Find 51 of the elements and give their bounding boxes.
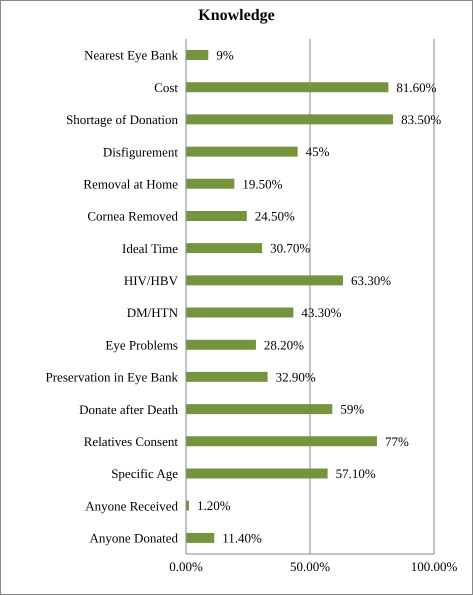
data-label: 57.10% — [336, 466, 376, 482]
bar — [186, 275, 343, 286]
y-tick-label: Donate after Death — [79, 402, 178, 417]
data-label: 77% — [384, 434, 409, 449]
bar — [186, 340, 256, 350]
bar — [186, 404, 332, 414]
data-label: 30.70% — [270, 240, 310, 256]
bar — [186, 436, 377, 446]
y-tick-label: Relatives Consent — [84, 434, 178, 449]
y-tick-label: Specific Age — [111, 466, 178, 482]
data-label: 59% — [340, 402, 364, 417]
bar — [186, 308, 294, 318]
data-label: 43.30% — [301, 305, 342, 320]
x-tick-label: 0.00% — [169, 559, 203, 574]
x-tick-label: 100.00% — [410, 559, 458, 574]
data-label: 28.20% — [264, 337, 304, 352]
y-tick-label: Shortage of Donation — [66, 112, 178, 128]
y-tick-label: Cornea Removed — [87, 208, 178, 224]
y-tick-label: Disfigurement — [102, 144, 178, 160]
y-tick-label: DM/HTN — [126, 305, 179, 320]
x-tick-label: 50.00% — [290, 559, 330, 574]
data-label: 63.30% — [350, 272, 392, 288]
bar — [186, 532, 214, 543]
y-tick-label: Anyone Received — [85, 498, 178, 514]
bar — [186, 468, 328, 478]
y-tick-label: Anyone Donated — [90, 530, 178, 546]
bar — [186, 50, 208, 60]
data-label: 81.60% — [396, 80, 437, 95]
data-label: 45% — [306, 144, 330, 160]
chart-title: Knowledge — [197, 7, 276, 26]
bar — [186, 243, 262, 254]
y-tick-label: Removal at Home — [83, 176, 178, 192]
bar — [186, 372, 268, 382]
y-tick-label: Eye Problems — [105, 337, 178, 352]
data-label: 32.90% — [276, 369, 316, 384]
y-tick-label: Cost — [154, 80, 178, 95]
bar — [186, 82, 388, 92]
bar — [186, 114, 394, 124]
data-label: 83.50% — [401, 112, 442, 127]
data-label: 9% — [216, 48, 234, 63]
data-label: 11.40% — [222, 530, 262, 546]
y-tick-label: Preservation in Eye Bank — [46, 370, 178, 385]
y-tick-label: Nearest Eye Bank — [84, 48, 178, 63]
data-label: 24.50% — [254, 208, 296, 224]
y-tick-label: Ideal Time — [122, 240, 178, 256]
data-label: 19.50% — [242, 176, 283, 192]
bar — [186, 146, 298, 157]
bar — [186, 210, 247, 221]
bar — [186, 178, 234, 189]
y-tick-label: HIV/HBV — [124, 273, 179, 288]
data-label: 1.20% — [196, 498, 231, 514]
